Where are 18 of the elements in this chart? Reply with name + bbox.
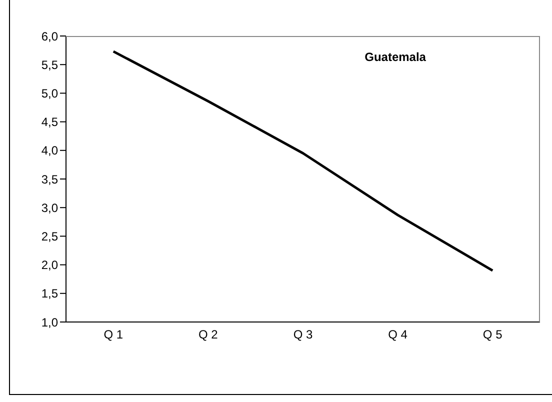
x-tick-label: Q 3 [293, 328, 313, 342]
y-tick-label: 3,5 [41, 172, 58, 186]
y-tick-label: 5,0 [41, 86, 58, 100]
y-tick-label: 1,5 [41, 286, 58, 301]
y-tick-label: 3,0 [41, 200, 58, 215]
text: Guatemala [364, 50, 426, 64]
x-tick-label: Q 4 [388, 328, 408, 342]
y-tick-label: 2,0 [41, 258, 58, 272]
y-tick-label: 6,0 [41, 29, 58, 44]
x-tick-label: Q 5 [482, 328, 503, 342]
y-tick-label: 4,0 [41, 144, 58, 158]
y-tick-label: 1,0 [41, 315, 58, 330]
line-series [112, 50, 494, 272]
y-tick-label: 4,5 [41, 115, 58, 130]
y-tick-label: 5,5 [41, 58, 58, 72]
y-tick-label: 2,5 [41, 229, 58, 244]
x-tick-label: Q 2 [198, 328, 218, 342]
x-tick-label: Q 1 [104, 328, 124, 342]
